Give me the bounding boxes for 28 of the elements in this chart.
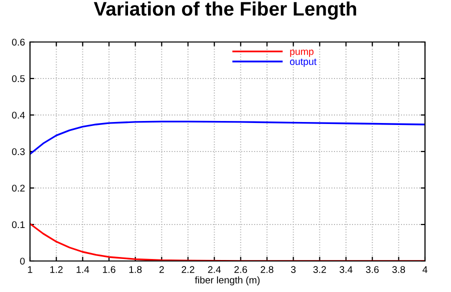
x-tick-label: 4 [422,266,428,273]
x-tick-label: 2.8 [260,266,274,273]
x-tick-label: 3 [291,266,296,273]
y-tick-label: 0.5 [12,75,25,82]
x-tick-label: 1.6 [102,266,116,273]
x-tick-label: 2 [159,266,164,273]
x-tick-label: 1 [28,266,32,273]
y-tick-label: 0.2 [12,184,25,192]
line-series [30,120,425,155]
y-tick-label: 0.1 [12,221,25,228]
text: pump [290,50,314,57]
x-tick-label: 2.2 [182,266,194,273]
x-tick-label: 2.4 [208,266,221,273]
x-tick-label: 3.6 [366,266,379,273]
chart-title: Variation of the Fiber Length [94,1,356,20]
x-tick-label: 1.8 [129,266,142,273]
y-tick-label: 0.4 [12,112,25,119]
y-tick-label: 0.6 [12,38,25,46]
y-tick-label: 0 [20,258,25,265]
x-tick-label: 3.2 [313,266,326,273]
x-tick-label: 1.2 [50,266,63,273]
x-tick-label: 1.4 [76,266,90,273]
y-tick-label: 0.3 [12,148,25,156]
x-tick-label: 3.4 [340,266,352,273]
text: output [290,58,317,67]
x-tick-label: 2.6 [234,266,247,273]
x-tick-label: 3.8 [392,266,405,273]
x-axis-title: fiber length (m) [194,276,260,286]
